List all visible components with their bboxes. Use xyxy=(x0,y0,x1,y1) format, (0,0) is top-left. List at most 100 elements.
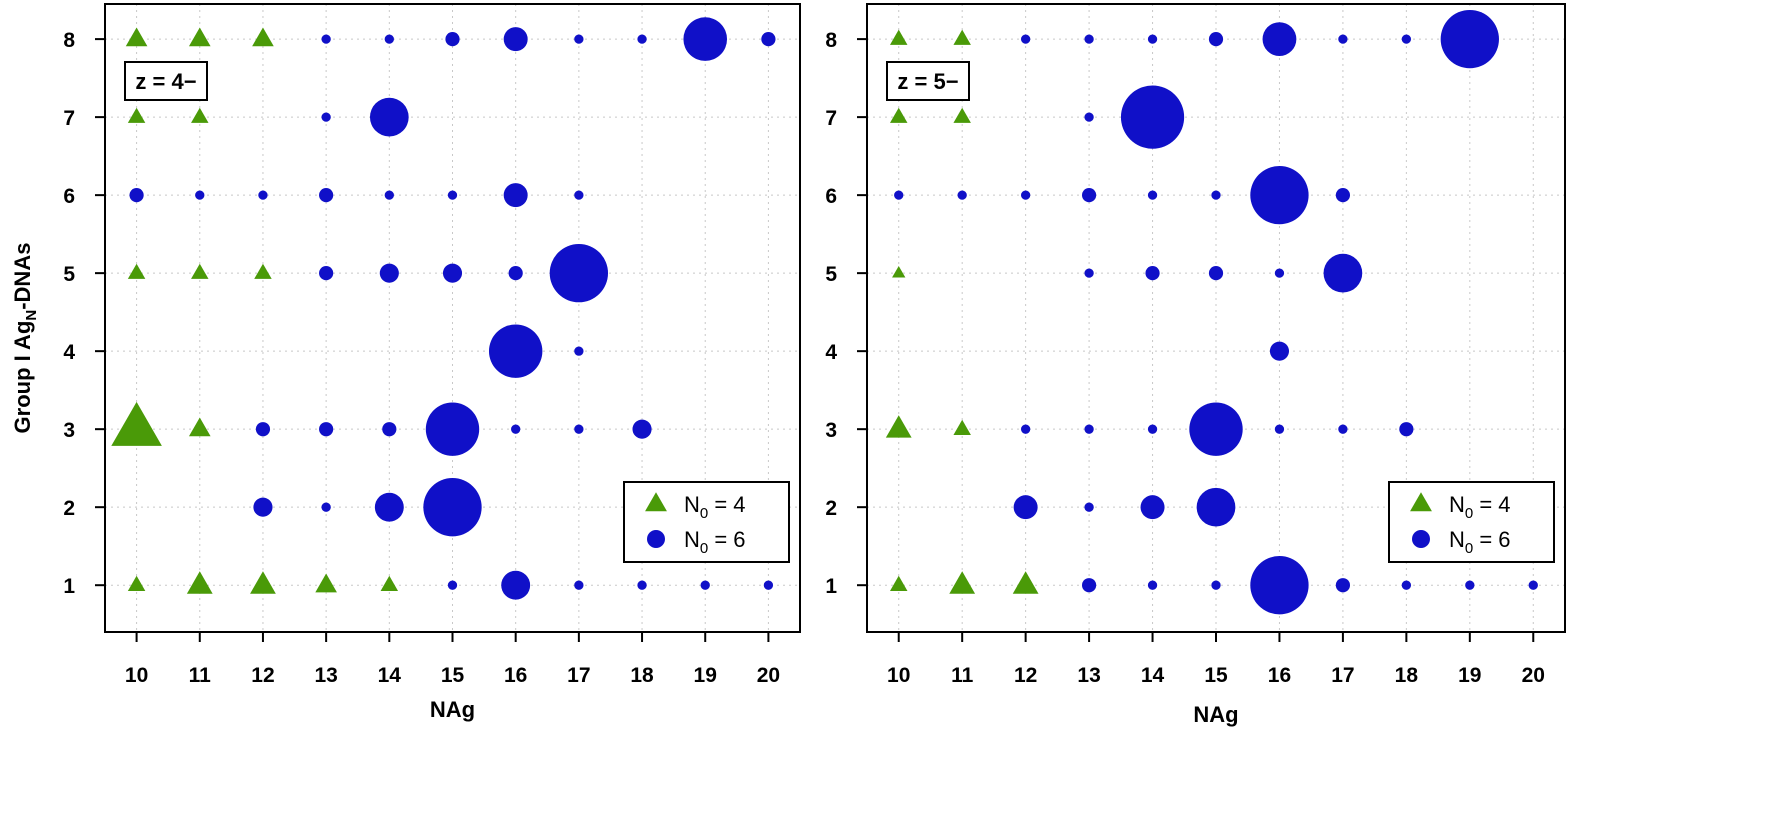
legend-triangle-icon xyxy=(645,492,667,512)
y-tick-label: 2 xyxy=(63,497,75,520)
triangle-point xyxy=(380,575,399,591)
circle-point xyxy=(761,32,776,47)
circle-point xyxy=(1147,424,1158,434)
circle-point xyxy=(574,580,584,590)
circle-point xyxy=(1401,580,1412,590)
circle-point xyxy=(423,478,482,537)
x-tick-label: 15 xyxy=(441,664,465,687)
x-tick-label: 13 xyxy=(314,664,337,687)
triangle-point xyxy=(250,571,276,594)
triangle-point xyxy=(885,415,912,438)
charge-annotation-box xyxy=(886,61,970,101)
circle-point xyxy=(447,580,458,590)
circle-point xyxy=(1120,85,1185,149)
triangle-point xyxy=(186,571,213,594)
x-tick-label: 10 xyxy=(887,664,910,687)
x-tick-label: 18 xyxy=(630,664,654,687)
circle-point xyxy=(1145,266,1160,281)
circle-point xyxy=(1528,580,1538,590)
x-tick-label: 17 xyxy=(567,664,590,687)
circle-point xyxy=(1465,580,1475,590)
y-tick-label: 6 xyxy=(825,185,837,208)
x-tick-label: 12 xyxy=(251,664,274,687)
triangle-point xyxy=(953,107,971,123)
circle-point xyxy=(1020,424,1031,434)
circle-point xyxy=(1211,580,1221,590)
x-axis-title: NAg xyxy=(430,697,475,722)
triangle-point xyxy=(191,263,209,279)
circle-point xyxy=(319,188,334,203)
circle-point xyxy=(511,424,521,434)
circle-point xyxy=(549,243,609,303)
circle-point xyxy=(1147,580,1158,590)
x-tick-label: 19 xyxy=(694,664,717,687)
circle-point xyxy=(1208,266,1224,281)
circle-point xyxy=(488,324,543,378)
charge-annotation-box xyxy=(124,61,208,101)
circle-point xyxy=(637,34,647,44)
circle-point xyxy=(382,422,397,437)
y-tick-label: 5 xyxy=(63,263,75,286)
y-tick-label: 8 xyxy=(63,29,75,52)
circle-point xyxy=(1335,578,1351,593)
triangle-point xyxy=(188,417,211,437)
circle-point xyxy=(763,580,774,590)
circle-point xyxy=(1335,188,1351,203)
charge-annotation: z = 5− xyxy=(897,69,958,94)
x-tick-label: 20 xyxy=(1522,664,1545,687)
circle-point xyxy=(1401,34,1412,44)
triangle-point xyxy=(892,265,906,278)
circle-point xyxy=(442,263,463,283)
circle-point xyxy=(1013,495,1038,520)
circle-point xyxy=(637,580,647,590)
x-tick-label: 10 xyxy=(125,664,148,687)
legend-box xyxy=(1388,481,1555,563)
circle-point xyxy=(1440,9,1499,69)
legend-circle-icon xyxy=(647,530,665,548)
circle-point xyxy=(1262,22,1297,57)
y-tick-label: 3 xyxy=(825,419,837,442)
circle-point xyxy=(1323,253,1363,293)
circle-point xyxy=(319,422,334,437)
circle-point xyxy=(1147,190,1158,200)
circle-point xyxy=(1399,422,1414,437)
y-tick-label: 1 xyxy=(63,575,75,598)
circle-point xyxy=(1084,34,1094,44)
x-tick-label: 13 xyxy=(1077,664,1100,687)
circle-point xyxy=(1338,34,1348,44)
circle-point xyxy=(1250,165,1309,225)
y-tick-label: 4 xyxy=(825,341,837,364)
circle-point xyxy=(700,580,710,590)
circle-point xyxy=(321,34,331,44)
circle-point xyxy=(503,183,528,208)
x-tick-label: 19 xyxy=(1458,664,1481,687)
circle-point xyxy=(1189,402,1243,456)
circle-point xyxy=(1084,502,1094,512)
triangle-point xyxy=(252,27,274,47)
circle-point xyxy=(574,34,584,44)
circle-point xyxy=(425,402,480,456)
y-axis-title: Group I AgN-DNAs xyxy=(10,243,40,434)
circle-point xyxy=(253,497,273,517)
legend-label: N0 = 6 xyxy=(684,527,746,557)
circle-point xyxy=(574,190,584,200)
triangle-point xyxy=(127,263,146,279)
circle-point xyxy=(1084,424,1094,434)
circle-point xyxy=(1081,188,1097,203)
circle-point xyxy=(447,190,458,200)
circle-point xyxy=(894,190,904,200)
circle-point xyxy=(319,266,334,281)
circle-point xyxy=(1211,190,1221,200)
circle-point xyxy=(1250,556,1309,615)
circle-point xyxy=(683,17,728,61)
triangle-point xyxy=(1012,571,1039,594)
circle-point xyxy=(195,190,205,200)
x-tick-label: 14 xyxy=(378,664,402,687)
x-tick-label: 16 xyxy=(1268,664,1291,687)
triangle-point xyxy=(191,107,209,123)
circle-point xyxy=(1338,424,1348,434)
y-tick-label: 7 xyxy=(825,107,837,130)
circle-point xyxy=(1208,32,1224,47)
circle-point xyxy=(445,32,460,47)
